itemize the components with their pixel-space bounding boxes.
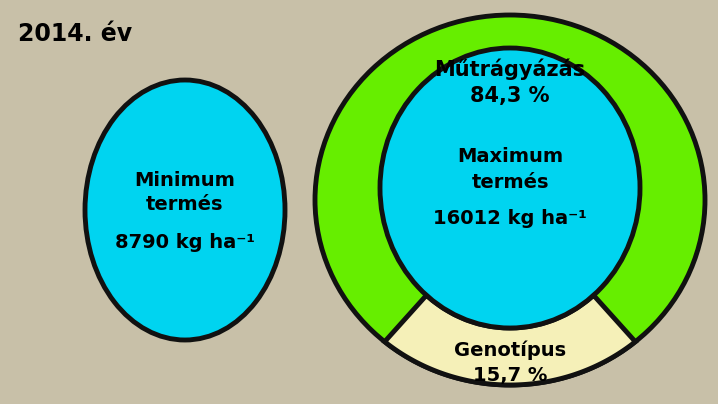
Ellipse shape <box>380 48 640 328</box>
Text: Genotípus: Genotípus <box>454 340 566 360</box>
Text: Műtrágyázás: Műtrágyázás <box>434 58 586 80</box>
Text: termés: termés <box>471 173 549 191</box>
Text: 15,7 %: 15,7 % <box>473 366 547 385</box>
Text: Maximum: Maximum <box>457 147 563 166</box>
Text: 2014. év: 2014. év <box>18 22 132 46</box>
Ellipse shape <box>85 80 285 340</box>
Polygon shape <box>385 295 635 385</box>
Ellipse shape <box>315 15 705 385</box>
Text: 84,3 %: 84,3 % <box>470 86 550 106</box>
Text: 8790 kg ha⁻¹: 8790 kg ha⁻¹ <box>115 232 255 252</box>
Text: termés: termés <box>146 196 224 215</box>
Text: Minimum: Minimum <box>134 170 236 189</box>
Text: 16012 kg ha⁻¹: 16012 kg ha⁻¹ <box>433 208 587 227</box>
